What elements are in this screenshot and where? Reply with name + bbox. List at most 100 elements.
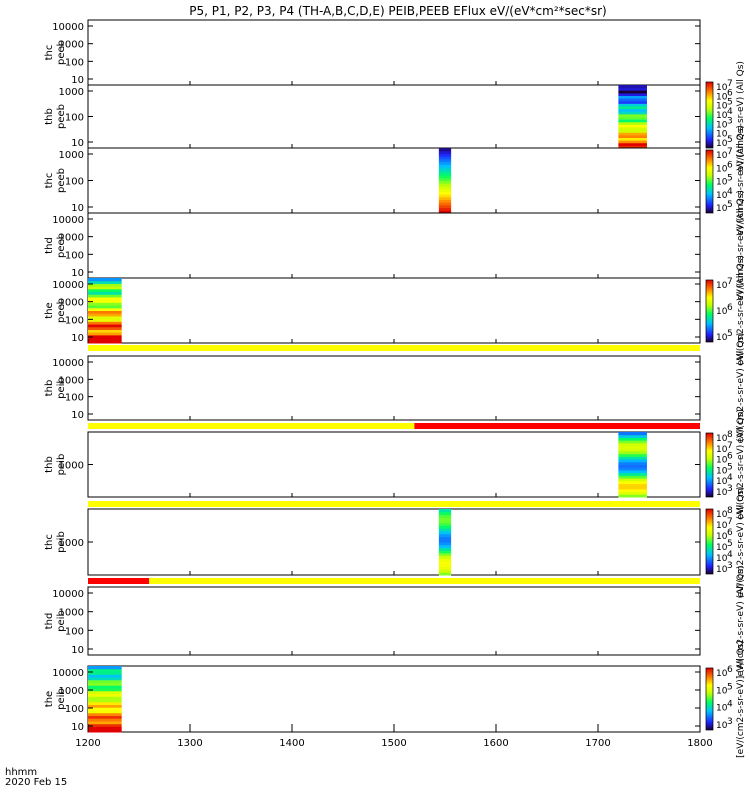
spectrogram-cell-thb-peeb-0-15	[618, 106, 647, 110]
colorbar-exp-thb-peib-4: 4	[727, 473, 733, 483]
spectrogram-cell-the-peib-0-14	[88, 690, 122, 694]
spectrogram-cell-thb-peeb-0-23	[618, 85, 647, 89]
ytick-label-the-peeb-2: 1000	[59, 298, 84, 309]
ytick-label-the-peib-1: 100	[65, 704, 84, 715]
panel-frame-thd-peib	[87, 586, 701, 656]
data-interval-thd-peib-0	[88, 578, 150, 584]
spectrogram-cell-thb-peeb-0-8	[618, 124, 647, 128]
spectrogram-cell-the-peib-0-5	[88, 715, 122, 719]
spectrogram-cell-the-peeb-0-18	[88, 291, 122, 295]
spectrogram-cell-thb-peib-0-7	[618, 475, 647, 479]
colorbar-tick-thb-peib-3: 10	[716, 466, 728, 476]
spectrogram-cell-thb-peeb-0-21	[618, 90, 647, 94]
colorbar-thc-peeb	[705, 149, 714, 214]
colorbar-exp-thc-peib-4: 4	[727, 550, 733, 560]
spectrogram-cell-the-peeb-0-0	[88, 340, 122, 344]
product-label-thd-peeb: peeb	[56, 233, 67, 258]
spectrogram-cell-the-peib-0-15	[88, 688, 122, 692]
spectrogram-cell-thb-peib-0-23	[618, 432, 647, 436]
spectrogram-cell-thc-peib-0-6	[438, 555, 452, 559]
spectrogram-cell-the-peib-0-3	[88, 721, 122, 725]
spectrogram-cell-thc-peeb-0-7	[438, 191, 452, 195]
probe-label-thb-peib-top: thb	[44, 380, 55, 397]
chart-title: P5, P1, P2, P3, P4 (TH-A,B,C,D,E) PEIB,P…	[189, 4, 606, 18]
spectrogram-cell-thc-peeb-0-20	[438, 156, 452, 160]
ytick-label-thd-peib-2: 1000	[59, 608, 84, 619]
colorbar-thb-peib	[705, 432, 714, 498]
ytick-label-thb-peib-0: 1000	[59, 461, 84, 472]
product-label-thc-peib: peib	[56, 531, 67, 553]
probe-label-the-peib: the	[44, 691, 55, 707]
product-label-thb-peib: peib	[56, 454, 67, 476]
spectrogram-cell-thb-peib-0-21	[618, 437, 647, 441]
colorbar-label-thb-peeb: eV/(cm2-s-sr-eV) (All Qs)	[736, 61, 746, 172]
ytick-label-thd-peeb-3: 10000	[52, 215, 84, 226]
spectrogram-cell-the-peeb-0-2	[88, 334, 122, 339]
spectrogram-cell-thb-peib-0-17	[618, 448, 647, 452]
colorbar-tick-the-peib-3: 10	[716, 721, 728, 731]
spectrogram-cell-thc-peeb-0-11	[438, 180, 452, 184]
spectrogram-cell-thb-peeb-0-11	[618, 116, 647, 120]
spectrogram-cell-the-peib-0-23	[88, 666, 122, 670]
colorbar-exp-thb-peeb-6: 5	[727, 135, 733, 145]
colorbar-tick-thb-peeb-5: 10	[716, 130, 728, 140]
spectrogram-cell-thb-peib-0-8	[618, 472, 647, 476]
spectrogram-cell-the-peib-0-16	[88, 685, 122, 689]
spectrogram-cell-thb-peeb-0-17	[618, 100, 647, 104]
colorbar-label-thb-peib-top: eV/(cm2-s-sr-eV) (All Qs)	[736, 333, 746, 444]
time-label: hhmm	[5, 767, 37, 778]
spectrogram-cell-thb-peib-0-12	[618, 461, 647, 465]
spectrogram-cell-thc-peib-0-10	[438, 544, 452, 548]
ytick-label-thd-peib-1: 100	[65, 626, 84, 637]
colorbar-label-thc-peib: eV/(cm2-s-sr-eV) (All Qs)	[736, 487, 746, 598]
spectrogram-cell-thb-peeb-0-13	[618, 111, 647, 115]
panel-frame-thb-peeb	[87, 84, 701, 149]
ytick-label-the-peeb-0: 10	[71, 333, 84, 344]
ytick-label-thb-peib-top-0: 10	[71, 410, 84, 421]
colorbar-label-thc-peeb: eV/(cm2-s-sr-eV) (All Qs)	[736, 125, 746, 236]
spectrogram-cell-thb-peib-0-9	[618, 469, 647, 474]
colorbar-exp-thb-peib-5: 3	[727, 484, 733, 494]
ytick-label-thc-peeb-1: 100	[65, 177, 84, 188]
colorbar-tick-thc-peeb-2: 10	[716, 178, 728, 188]
spectrogram-cell-the-peeb-0-11	[88, 310, 122, 314]
spectrogram-cell-the-peib-0-9	[88, 704, 122, 708]
xaxis-label-1: 1300	[177, 738, 202, 749]
spectrogram-cell-the-peib-0-8	[88, 707, 122, 711]
data-interval-thd-peib-1	[149, 578, 700, 584]
colorbar-tick-thc-peeb-1: 10	[716, 164, 728, 174]
spectrogram-cell-thc-peeb-0-0	[438, 210, 452, 214]
spectrogram-cell-the-peeb-0-8	[88, 318, 122, 322]
colorbar-exp-thc-peeb-2: 5	[727, 174, 733, 184]
panel-frame-thc-peib	[87, 508, 701, 576]
colorbar-exp-thb-peeb-1: 6	[727, 88, 733, 98]
spectrogram-cell-thb-peeb-0-12	[618, 113, 647, 117]
colorbar-exp-thc-peeb-3: 4	[727, 187, 733, 197]
xaxis-label-2: 1400	[279, 738, 304, 749]
colorbar-exp-the-peib-0: 6	[727, 665, 733, 675]
colorbar-tick-thc-peeb-4: 10	[716, 204, 728, 214]
spectrogram-cell-thb-peib-0-13	[618, 459, 647, 463]
spectrogram-cell-thc-peib-0-13	[438, 536, 452, 540]
colorbar-tick-thb-peib-5: 10	[716, 488, 728, 498]
product-label-tha-peeb: peeb	[56, 40, 67, 65]
spectrogram-cell-thb-peib-0-4	[618, 483, 647, 487]
ytick-label-the-peib-3: 10000	[52, 668, 84, 679]
spectrogram-cell-thc-peib-0-3	[438, 564, 452, 568]
probe-label-the-peeb: the	[44, 302, 55, 318]
spectrogram-cell-the-peeb-0-22	[88, 280, 122, 284]
xaxis-label-5: 1700	[585, 738, 610, 749]
colorbar-exp-thc-peib-3: 5	[727, 539, 733, 549]
ytick-label-tha-peeb-3: 10000	[52, 22, 84, 33]
ytick-label-the-peeb-1: 100	[65, 315, 84, 326]
colorbar-exp-thc-peeb-0: 7	[727, 147, 733, 157]
colorbar-exp-thb-peib-2: 6	[727, 452, 733, 462]
spectrogram-cell-the-peib-0-6	[88, 712, 122, 716]
spectrogram-cell-thb-peib-0-0	[618, 494, 647, 498]
spectrogram-cell-thb-peeb-0-2	[618, 140, 647, 144]
spectrogram-cell-thb-peeb-0-22	[618, 87, 647, 91]
spectrogram-cell-thc-peib-0-17	[438, 525, 452, 529]
spectrogram-cell-the-peeb-0-19	[88, 288, 122, 293]
spectrogram-cell-thc-peib-0-16	[438, 528, 452, 532]
panel-frame-the-peeb	[87, 277, 701, 344]
